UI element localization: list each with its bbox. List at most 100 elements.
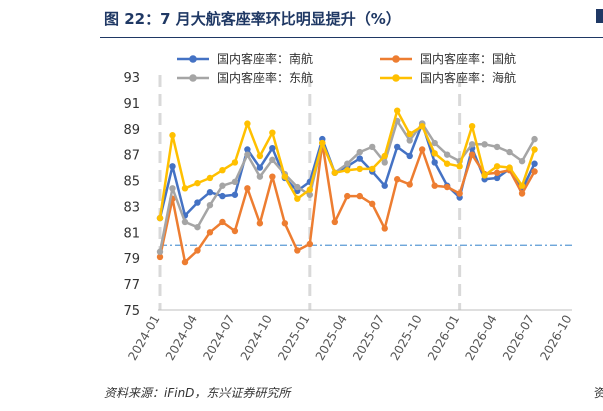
x-tick-label: 2025-04	[313, 313, 350, 363]
year-divider-lines	[158, 75, 462, 310]
y-tick-label: 87	[123, 149, 140, 164]
data-point	[518, 157, 526, 165]
legend-item: 国内客座率：海航	[380, 70, 516, 85]
x-tick-label: 2026-04	[462, 313, 499, 363]
x-tick-label: 2026-07	[500, 313, 537, 363]
next-figure-title-fragment	[596, 9, 603, 23]
data-point	[206, 189, 214, 196]
data-point	[244, 185, 251, 192]
data-point	[294, 247, 301, 254]
data-point	[468, 141, 476, 148]
data-point	[181, 218, 189, 226]
data-point	[194, 247, 201, 254]
data-point	[219, 192, 226, 200]
data-point	[518, 182, 526, 189]
data-point	[418, 146, 426, 153]
data-point	[219, 182, 226, 189]
data-point	[219, 167, 226, 174]
data-point	[443, 151, 451, 158]
legend-item: 国内客座率：东航	[177, 70, 313, 85]
data-point	[344, 167, 351, 174]
legend-swatch-marker	[189, 55, 197, 63]
data-point	[356, 155, 363, 162]
data-point	[381, 159, 388, 166]
data-point	[531, 168, 538, 175]
data-point	[369, 143, 376, 151]
data-point	[269, 156, 276, 164]
data-point	[356, 192, 363, 200]
data-point	[431, 150, 438, 157]
data-point	[331, 169, 338, 176]
data-point	[468, 151, 476, 158]
data-point	[219, 218, 226, 226]
data-point	[231, 191, 239, 198]
data-point	[244, 120, 251, 127]
data-point	[294, 183, 301, 191]
legend-item: 国内客座率：国航	[380, 51, 516, 66]
data-point	[518, 190, 526, 197]
x-tick-label: 2025-10	[388, 313, 425, 363]
x-tick-label: 2024-10	[238, 313, 275, 363]
data-point	[356, 165, 363, 173]
data-point	[431, 139, 438, 147]
y-tick-label: 79	[123, 252, 140, 267]
legend-item: 国内客座率：南航	[177, 51, 313, 66]
y-tick-label: 91	[123, 97, 140, 112]
y-tick-label: 81	[123, 226, 140, 241]
x-tick-label: 2024-07	[200, 313, 237, 363]
data-point	[156, 214, 164, 222]
data-point	[319, 139, 326, 147]
data-point	[406, 181, 413, 188]
data-point	[281, 173, 289, 180]
y-tick-label: 83	[123, 200, 140, 215]
series-line	[158, 119, 536, 253]
data-point	[394, 107, 401, 114]
data-point	[306, 240, 314, 248]
data-point	[406, 137, 413, 144]
y-tick-label: 75	[123, 304, 140, 319]
data-point	[369, 200, 376, 208]
data-point	[406, 130, 413, 138]
data-point	[506, 164, 513, 171]
y-tick-label: 93	[123, 71, 140, 86]
data-point	[156, 253, 164, 261]
series-3	[156, 107, 538, 222]
data-point	[156, 248, 164, 255]
data-point	[169, 185, 176, 192]
legend-swatch-marker	[189, 74, 197, 82]
y-tick-label: 77	[123, 278, 140, 293]
data-point	[306, 186, 314, 193]
data-point	[194, 199, 201, 206]
data-point	[269, 144, 276, 152]
data-point	[181, 258, 189, 266]
legend-label: 国内客座率：东航	[217, 70, 313, 85]
data-point	[231, 227, 239, 235]
data-point	[269, 173, 276, 180]
data-point	[206, 174, 214, 182]
data-point	[244, 146, 251, 153]
x-tick-label: 2024-01	[125, 313, 162, 363]
data-point	[468, 122, 476, 130]
data-point	[281, 220, 289, 227]
data-point	[256, 173, 264, 180]
data-point	[394, 143, 401, 151]
legend-swatch-marker	[392, 55, 400, 63]
data-point	[431, 182, 438, 189]
legend-swatch-marker	[392, 74, 400, 82]
data-point	[381, 152, 388, 160]
data-point	[406, 152, 413, 160]
series-group	[156, 107, 538, 266]
data-point	[206, 229, 214, 236]
data-point	[244, 151, 251, 158]
legend-label: 国内客座率：南航	[217, 51, 313, 66]
data-point	[493, 143, 501, 151]
page-edge-fragment: 资	[594, 386, 603, 400]
legend-label: 国内客座率：国航	[420, 51, 516, 66]
x-tick-label: 2025-01	[275, 313, 312, 363]
data-point	[443, 183, 451, 191]
data-point	[531, 146, 538, 153]
data-point	[194, 179, 201, 187]
data-point	[269, 129, 276, 136]
